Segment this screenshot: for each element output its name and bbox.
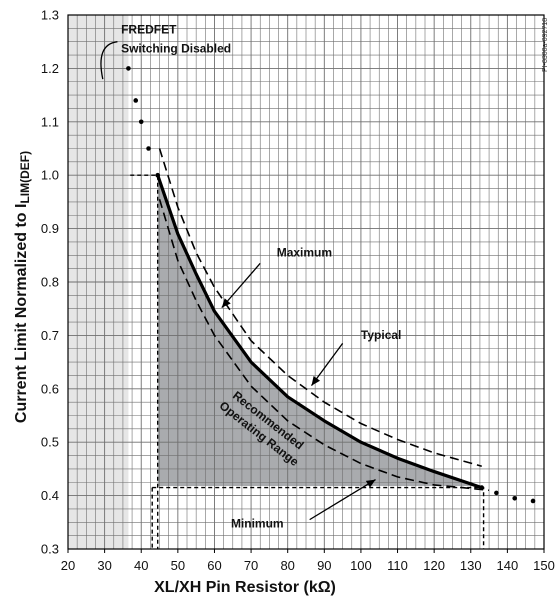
- extrapolated-dot: [138, 119, 144, 125]
- figure-id-label: PI-8300a-092718: [542, 18, 549, 72]
- y-tick-label: 0.5: [41, 435, 59, 450]
- disabled-pointer: [100, 41, 118, 80]
- recommended-region: [157, 175, 482, 488]
- x-tick-label: 70: [244, 558, 258, 573]
- extrapolated-dot: [530, 498, 536, 504]
- x-tick-label: 40: [134, 558, 148, 573]
- plot-frame: [67, 14, 545, 550]
- x-tick-label: 110: [387, 558, 408, 573]
- annotation-label: FREDFET: [121, 23, 177, 37]
- annotation-label: Typical: [361, 328, 401, 342]
- minimum-current-limit-line: [158, 199, 490, 492]
- y-tick-label: 1.2: [41, 61, 59, 76]
- typical-current-limit-line: [156, 174, 483, 490]
- guides-layer: [130, 174, 485, 549]
- extrapolated-dot: [155, 172, 161, 178]
- maximum-arrow: [221, 262, 261, 309]
- extrapolated-dot: [126, 66, 131, 71]
- x-tick-label: 120: [423, 558, 445, 573]
- y-tick-label: 0.3: [41, 542, 59, 557]
- extrapolated-dot: [512, 495, 518, 501]
- annotation-label: Minimum: [231, 517, 284, 531]
- extrapolated-dot: [494, 490, 499, 496]
- arrows-layer: [100, 41, 376, 521]
- y-tick-label: 0.4: [41, 488, 59, 503]
- y-tick-label: 0.8: [41, 275, 59, 290]
- extrapolated-dot: [133, 98, 139, 103]
- x-tick-label: 90: [317, 558, 331, 573]
- x-tick-label: 60: [207, 558, 221, 573]
- y-tick-label: 1.3: [41, 8, 59, 23]
- guide-min-resistor: [130, 174, 159, 549]
- x-tick-label: 150: [533, 558, 555, 573]
- maximum-arrow-head: [221, 298, 231, 308]
- y-axis-title-sub: LIM(DEF): [18, 151, 32, 204]
- x-tick-label: 30: [97, 558, 111, 573]
- y-tick-label: 1.0: [41, 168, 59, 183]
- minimum-arrow: [309, 479, 376, 521]
- annotation-label: Maximum: [277, 245, 332, 259]
- y-tick-label: 0.7: [41, 328, 59, 343]
- annotation-label: Switching Disabled: [121, 41, 231, 55]
- y-tick-label: 0.9: [41, 221, 59, 236]
- x-tick-label: 80: [280, 558, 294, 573]
- x-tick-label: 140: [497, 558, 519, 573]
- guide-max-resistor: [152, 486, 485, 549]
- y-axis-title: Current Limit Normalized to ILIM(DEF): [13, 151, 32, 423]
- typical-arrow-head: [311, 375, 321, 386]
- y-tick-label: 0.6: [41, 381, 59, 396]
- lines-layer: [126, 66, 536, 504]
- extrapolated-dot: [146, 146, 151, 151]
- x-tick-label: 20: [61, 558, 75, 573]
- grid-layer: [67, 14, 545, 553]
- x-tick-label: 50: [171, 558, 185, 573]
- x-axis-title: XL/XH Pin Resistor (kΩ): [154, 579, 336, 596]
- x-tick-label: 100: [350, 558, 372, 573]
- y-tick-label: 1.1: [41, 114, 59, 129]
- minimum-arrow-head: [365, 479, 376, 488]
- y-axis-title-main: Current Limit Normalized to I: [13, 204, 30, 424]
- x-tick-label: 130: [460, 558, 482, 573]
